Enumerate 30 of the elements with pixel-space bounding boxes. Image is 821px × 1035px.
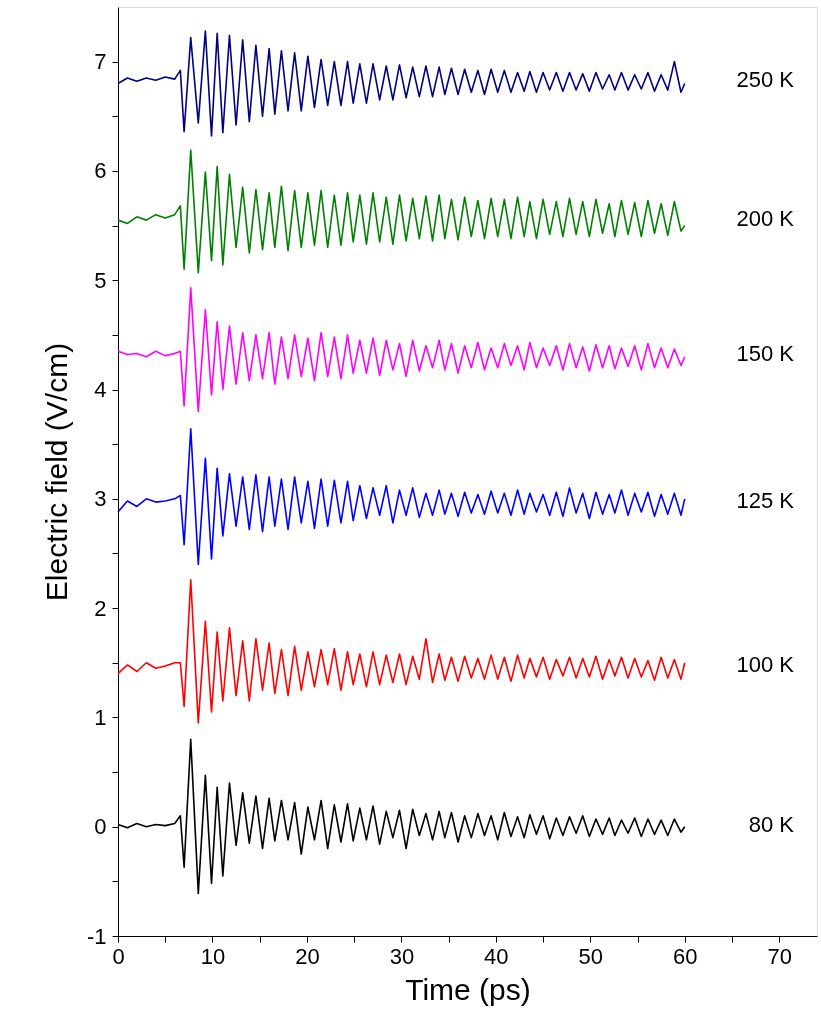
line-series	[117, 578, 686, 724]
y-tick-label: 2	[94, 595, 107, 621]
y-tick-label: 4	[94, 377, 107, 403]
x-tick-label: 20	[295, 943, 320, 969]
x-tick-label: 40	[484, 943, 509, 969]
y-tick-label: 6	[94, 158, 107, 184]
line-series	[117, 149, 686, 274]
text: 200 K	[736, 206, 795, 232]
y-axis-title: Electric field (V/cm)	[39, 342, 73, 602]
x-tick-label: 60	[673, 943, 698, 969]
y-tick-label: 7	[94, 49, 107, 75]
y-tick-label: 5	[94, 267, 107, 293]
x-tick-label: 30	[389, 943, 415, 969]
y-tick-label: 1	[94, 704, 107, 730]
x-tick-label: 0	[112, 943, 125, 969]
line-series	[117, 30, 686, 137]
line-series	[117, 428, 686, 566]
text: 250 K	[736, 66, 795, 92]
y-tick-label: 3	[94, 486, 107, 512]
text: 80 K	[748, 812, 795, 838]
text: 125 K	[736, 488, 795, 514]
line-series	[117, 287, 686, 413]
x-tick-label: 50	[578, 943, 604, 969]
x-tick-label: 70	[767, 943, 792, 969]
text: 150 K	[736, 341, 795, 367]
x-tick-label: 10	[200, 943, 226, 969]
y-tick-label: -1	[86, 923, 107, 949]
y-tick-label: 0	[94, 814, 107, 840]
x-axis-title: Time (ps)	[405, 972, 531, 1006]
text: 100 K	[736, 652, 795, 678]
